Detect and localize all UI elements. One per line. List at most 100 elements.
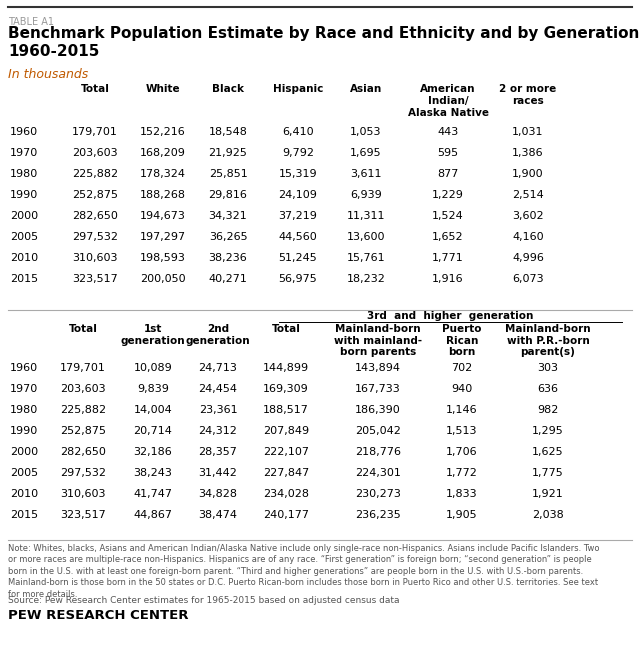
- Text: 1,524: 1,524: [432, 211, 464, 221]
- Text: 34,828: 34,828: [198, 489, 237, 499]
- Text: 297,532: 297,532: [60, 468, 106, 478]
- Text: White: White: [146, 84, 180, 94]
- Text: 38,236: 38,236: [209, 253, 248, 263]
- Text: 6,410: 6,410: [282, 127, 314, 137]
- Text: 2010: 2010: [10, 253, 38, 263]
- Text: 636: 636: [538, 384, 559, 394]
- Text: 2000: 2000: [10, 211, 38, 221]
- Text: 15,319: 15,319: [278, 169, 317, 179]
- Text: 188,517: 188,517: [263, 405, 309, 415]
- Text: 2nd
generation: 2nd generation: [186, 324, 250, 346]
- Text: 34,321: 34,321: [209, 211, 248, 221]
- Text: 6,939: 6,939: [350, 190, 382, 200]
- Text: 282,650: 282,650: [72, 211, 118, 221]
- Text: 18,232: 18,232: [347, 274, 385, 284]
- Text: 218,776: 218,776: [355, 447, 401, 457]
- Text: In thousands: In thousands: [8, 68, 88, 81]
- Text: 40,271: 40,271: [209, 274, 248, 284]
- Text: 236,235: 236,235: [355, 510, 401, 520]
- Text: 1990: 1990: [10, 190, 38, 200]
- Text: 2,038: 2,038: [532, 510, 564, 520]
- Text: 303: 303: [538, 363, 559, 373]
- Text: 2015: 2015: [10, 510, 38, 520]
- Text: 51,245: 51,245: [278, 253, 317, 263]
- Text: 1960: 1960: [10, 363, 38, 373]
- Text: 1,833: 1,833: [446, 489, 478, 499]
- Text: Total: Total: [81, 84, 109, 94]
- Text: 1,625: 1,625: [532, 447, 564, 457]
- Text: 25,851: 25,851: [209, 169, 248, 179]
- Text: 167,733: 167,733: [355, 384, 401, 394]
- Text: Source: Pew Research Center estimates for 1965-2015 based on adjusted census dat: Source: Pew Research Center estimates fo…: [8, 596, 399, 605]
- Text: 38,474: 38,474: [198, 510, 237, 520]
- Text: 44,867: 44,867: [134, 510, 173, 520]
- Text: 169,309: 169,309: [263, 384, 309, 394]
- Text: 2005: 2005: [10, 468, 38, 478]
- Text: 2000: 2000: [10, 447, 38, 457]
- Text: 56,975: 56,975: [278, 274, 317, 284]
- Text: 1,706: 1,706: [446, 447, 478, 457]
- Text: 3,602: 3,602: [512, 211, 544, 221]
- Text: 143,894: 143,894: [355, 363, 401, 373]
- Text: 32,186: 32,186: [134, 447, 172, 457]
- Text: 282,650: 282,650: [60, 447, 106, 457]
- Text: 29,816: 29,816: [209, 190, 248, 200]
- Text: 982: 982: [538, 405, 559, 415]
- Text: 595: 595: [437, 148, 459, 158]
- Text: 31,442: 31,442: [198, 468, 237, 478]
- Text: 21,925: 21,925: [209, 148, 248, 158]
- Text: 23,361: 23,361: [198, 405, 237, 415]
- Text: 877: 877: [437, 169, 459, 179]
- Text: 1,905: 1,905: [446, 510, 478, 520]
- Text: 18,548: 18,548: [209, 127, 248, 137]
- Text: 225,882: 225,882: [60, 405, 106, 415]
- Text: 252,875: 252,875: [60, 426, 106, 436]
- Text: 1,916: 1,916: [432, 274, 464, 284]
- Text: 179,701: 179,701: [60, 363, 106, 373]
- Text: 36,265: 36,265: [209, 232, 247, 242]
- Text: 24,454: 24,454: [198, 384, 237, 394]
- Text: 1,031: 1,031: [512, 127, 544, 137]
- Text: 1,695: 1,695: [350, 148, 382, 158]
- Text: 234,028: 234,028: [263, 489, 309, 499]
- Text: 1,771: 1,771: [432, 253, 464, 263]
- Text: 227,847: 227,847: [263, 468, 309, 478]
- Text: 310,603: 310,603: [72, 253, 118, 263]
- Text: 179,701: 179,701: [72, 127, 118, 137]
- Text: 9,792: 9,792: [282, 148, 314, 158]
- Text: Note: Whites, blacks, Asians and American Indian/Alaska Native include only sing: Note: Whites, blacks, Asians and America…: [8, 544, 600, 599]
- Text: Mainland-born
with mainland-
born parents: Mainland-born with mainland- born parent…: [334, 324, 422, 358]
- Text: 37,219: 37,219: [278, 211, 317, 221]
- Text: 702: 702: [451, 363, 472, 373]
- Text: 1,053: 1,053: [350, 127, 381, 137]
- Text: 1st
generation: 1st generation: [121, 324, 186, 346]
- Text: 203,603: 203,603: [72, 148, 118, 158]
- Text: 178,324: 178,324: [140, 169, 186, 179]
- Text: 3,611: 3,611: [350, 169, 381, 179]
- Text: 1980: 1980: [10, 405, 38, 415]
- Text: 1,921: 1,921: [532, 489, 564, 499]
- Text: 13,600: 13,600: [347, 232, 385, 242]
- Text: 240,177: 240,177: [263, 510, 309, 520]
- Text: Benchmark Population Estimate by Race and Ethnicity and by Generation,
1960-2015: Benchmark Population Estimate by Race an…: [8, 26, 640, 59]
- Text: 38,243: 38,243: [134, 468, 172, 478]
- Text: Hispanic: Hispanic: [273, 84, 323, 94]
- Text: 20,714: 20,714: [134, 426, 172, 436]
- Text: 1990: 1990: [10, 426, 38, 436]
- Text: 2,514: 2,514: [512, 190, 544, 200]
- Text: 323,517: 323,517: [72, 274, 118, 284]
- Text: 224,301: 224,301: [355, 468, 401, 478]
- Text: 24,713: 24,713: [198, 363, 237, 373]
- Text: 10,089: 10,089: [134, 363, 172, 373]
- Text: 1970: 1970: [10, 148, 38, 158]
- Text: 1,146: 1,146: [446, 405, 478, 415]
- Text: 2015: 2015: [10, 274, 38, 284]
- Text: 11,311: 11,311: [347, 211, 385, 221]
- Text: 203,603: 203,603: [60, 384, 106, 394]
- Text: 41,747: 41,747: [134, 489, 173, 499]
- Text: American
Indian/
Alaska Native: American Indian/ Alaska Native: [408, 84, 488, 118]
- Text: 4,996: 4,996: [512, 253, 544, 263]
- Text: 207,849: 207,849: [263, 426, 309, 436]
- Text: 297,532: 297,532: [72, 232, 118, 242]
- Text: 310,603: 310,603: [60, 489, 106, 499]
